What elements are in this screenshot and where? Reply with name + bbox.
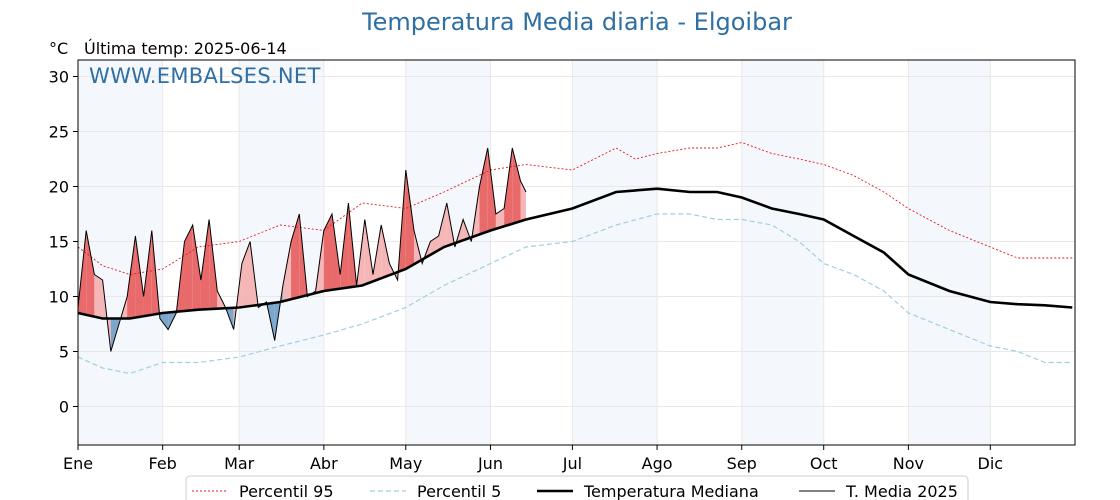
y-tick-label: 10 — [49, 288, 69, 307]
x-tick-label: Mar — [224, 454, 255, 473]
month-bands — [78, 60, 991, 445]
x-tick-label: Oct — [810, 454, 838, 473]
above-median-fill — [143, 230, 152, 317]
y-tick-label: 5 — [59, 343, 69, 362]
x-tick-label: Dic — [978, 454, 1004, 473]
chart-title: Temperatura Media diaria - Elgoibar — [362, 8, 792, 36]
line-percentil-95 — [77, 142, 1073, 275]
legend-label: T. Media 2025 — [845, 482, 958, 500]
month-band — [908, 60, 991, 445]
above-median-fill — [512, 148, 521, 224]
y-axis-ticks: 0 5 10 15 20 25 30 — [49, 68, 78, 417]
below-median-fill — [159, 312, 169, 330]
gridlines — [77, 60, 1075, 445]
above-median-fill — [282, 241, 292, 302]
above-median-fill — [479, 148, 488, 235]
above-median-fill — [241, 241, 251, 308]
month-band — [741, 60, 824, 445]
watermark-text: WWW.EMBALSES.NET — [89, 64, 321, 88]
y-tick-label: 30 — [49, 68, 69, 87]
legend-label: Temperatura Mediana — [583, 482, 759, 500]
above-median-fill — [135, 236, 144, 318]
y-tick-label: 20 — [49, 178, 69, 197]
above-median-fill — [200, 219, 210, 310]
above-median-fill — [487, 148, 496, 232]
above-median-fill — [504, 148, 513, 227]
above-median-fill — [323, 214, 333, 291]
y-tick-label: 0 — [59, 398, 69, 417]
above-median-fill — [438, 203, 447, 251]
above-median-fill — [94, 274, 103, 319]
last-temp-label: Última temp: 2025-06-14 — [84, 39, 287, 58]
x-tick-label: Sep — [727, 454, 757, 473]
x-tick-label: Abr — [310, 454, 338, 473]
x-tick-label: Jul — [562, 454, 582, 473]
series-lines — [77, 142, 1073, 375]
y-unit-label: °C — [49, 39, 69, 58]
month-band — [572, 60, 658, 445]
above-median-fill — [209, 219, 218, 310]
y-tick-label: 25 — [49, 123, 69, 142]
above-median-fill — [86, 230, 95, 317]
above-median-fill — [127, 236, 136, 319]
above-median-fill — [495, 208, 505, 229]
legend-label: Percentil 5 — [417, 482, 501, 500]
x-axis-ticks: Ene Feb Mar Abr May Jun Jul Ago Sep Oct Nov Dic — [63, 445, 1003, 473]
x-tick-label: May — [389, 454, 422, 473]
legend-box — [185, 475, 969, 500]
line-temperatura-mediana — [77, 187, 1073, 320]
above-median-fill — [184, 225, 193, 311]
x-tick-label: Nov — [893, 454, 924, 473]
legend: Percentil 95 Percentil 5 Temperatura Media… — [185, 475, 969, 500]
above-median-fill — [192, 225, 201, 311]
legend-label: Percentil 95 — [239, 482, 334, 500]
above-median-fill — [520, 181, 526, 222]
plot-frame — [77, 59, 1076, 446]
x-tick-label: Feb — [149, 454, 177, 473]
above-median-fill — [405, 170, 414, 269]
line-t-media-2025 — [77, 147, 527, 352]
x-tick-label: Jun — [477, 454, 503, 473]
x-tick-label: Ago — [642, 454, 673, 473]
above-median-fill — [381, 225, 390, 279]
x-tick-label: Ene — [63, 454, 93, 473]
y-tick-label: 15 — [49, 233, 69, 252]
line-percentil-5 — [77, 213, 1073, 375]
month-band — [239, 60, 324, 445]
